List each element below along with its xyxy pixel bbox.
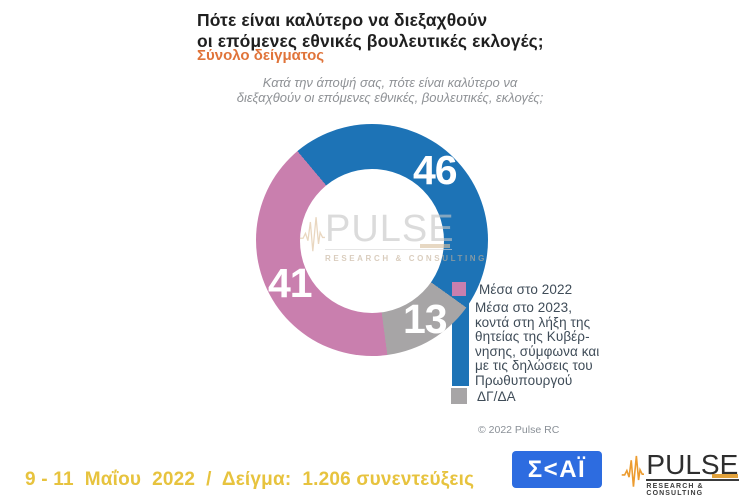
legend-swatch-2022 — [452, 282, 466, 296]
survey-question-text: Κατά την άποψή σας, πότε είναι καλύτερο … — [236, 75, 544, 105]
pulse-logo-brand-text: PULSE — [646, 449, 739, 480]
page-title: Πότε είναι καλύτερο να διεξαχθούν οι επό… — [197, 10, 544, 51]
legend-label-2023: Μέσα στο 2023, κοντά στη λήξη της θητεία… — [475, 300, 600, 388]
legend-label-dkda: ΔΓ/ΔΑ — [477, 389, 516, 404]
sample-subtitle: Σύνολο δείγματος — [197, 47, 325, 64]
slice-value-dkda: 13 — [403, 296, 448, 342]
watermark-brand-text: PULSE — [325, 208, 455, 250]
legend-swatch-dkda — [451, 388, 467, 404]
skai-logo: Σ<ΑΪ — [512, 451, 602, 488]
pulse-logo-fineprint — [712, 474, 739, 478]
pulse-logo-rule — [646, 474, 740, 481]
legend-label-2022: Μέσα στο 2022 — [479, 282, 573, 297]
pulse-waveform-icon — [621, 455, 645, 487]
skai-logo-text: Σ<ΑΪ — [527, 455, 587, 483]
pulse-logo-tagline: RESEARCH & CONSULTING — [646, 483, 704, 497]
copyright-note: © 2022 Pulse RC — [478, 424, 560, 436]
watermark-fineprint — [420, 244, 450, 248]
donut-hole — [300, 169, 444, 313]
watermark-tagline: RESEARCH & CONSULTING — [325, 254, 488, 263]
slice-value-2022: 41 — [268, 260, 313, 306]
pulse-logo: PULSE RESEARCH & CONSULTING — [621, 449, 748, 497]
slice-value-2023: 46 — [413, 147, 458, 193]
pulse-watermark: PULSE RESEARCH & CONSULTING — [299, 208, 488, 263]
watermark-rule — [325, 244, 452, 250]
pulse-waveform-icon — [299, 217, 325, 252]
fieldwork-dates-sample: 9 - 11 Μαΐου 2022 / Δείγμα: 1.206 συνεντ… — [25, 469, 475, 490]
